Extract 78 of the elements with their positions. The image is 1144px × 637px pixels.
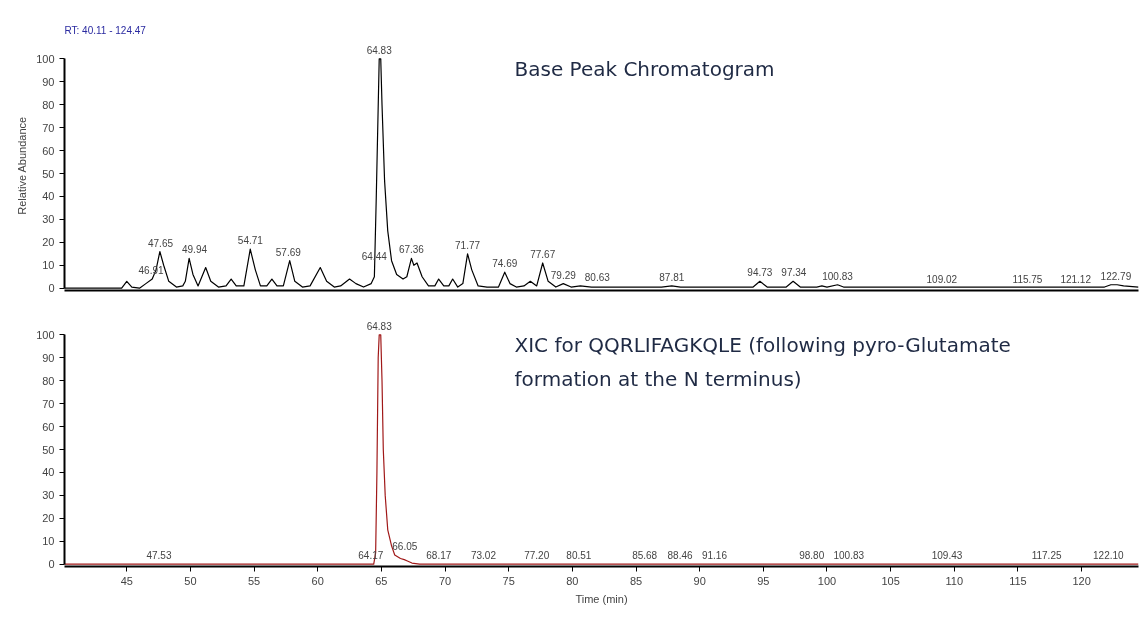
y-tick-label: 30	[42, 489, 55, 502]
y-tick-label: 80	[42, 374, 55, 387]
annotation: 74.69	[492, 258, 518, 270]
x-tick-label: 45	[120, 574, 133, 587]
y-tick-label: 90	[42, 351, 55, 364]
annotation: 66.05	[392, 541, 418, 553]
x-tick-label: 60	[311, 574, 324, 587]
annotation: 109.43	[931, 550, 963, 562]
annotation: 68.17	[426, 550, 452, 562]
x-tick-label: 105	[881, 574, 900, 587]
chart-subtitle: RT: 40.11 - 124.47	[64, 24, 147, 36]
y-tick-label: 10	[42, 535, 55, 548]
annotation: 47.53	[146, 550, 172, 562]
y-tick-label: 70	[42, 121, 55, 134]
x-tick-label: 120	[1072, 574, 1091, 587]
x-axis-title: Time (min)	[575, 592, 628, 605]
annotation: 80.63	[584, 271, 611, 283]
y-tick-label: 80	[42, 98, 55, 111]
annotation: 100.83	[822, 270, 854, 282]
annotation: 57.69	[275, 246, 302, 258]
y-tick-label: 0	[48, 282, 55, 295]
annotation: 49.94	[181, 244, 208, 256]
y-tick-label: 40	[42, 190, 55, 203]
annotation: 77.20	[524, 550, 550, 562]
x-tick-label: 65	[375, 574, 388, 587]
y-tick-label: 0	[48, 558, 55, 571]
y-axis-title: Relative Abundance	[16, 116, 29, 215]
annotation: 115.75	[1012, 274, 1043, 286]
annotation: 94.73	[747, 267, 773, 279]
y-tick-label: 100	[36, 328, 55, 341]
x-tick-label: 95	[757, 574, 770, 587]
annotation: 121.12	[1060, 274, 1092, 286]
y-tick-label: 60	[42, 144, 55, 157]
text: XIC for QQRLIFAGKQLE (following pyro-Glutamate formation at the N terminus)	[514, 332, 1011, 392]
y-tick-label: 50	[42, 443, 55, 456]
y-tick-label: 60	[42, 420, 55, 433]
x-tick-label: 85	[629, 574, 643, 587]
annotation: 47.65	[147, 237, 174, 249]
y-tick-label: 20	[42, 512, 55, 525]
annotation: 97.34	[781, 267, 807, 279]
y-tick-label: 100	[36, 52, 55, 65]
annotation: 77.67	[530, 248, 556, 260]
annotation: 85.68	[632, 550, 658, 562]
annotation: 64.83	[366, 44, 393, 56]
annotation: 109.02	[926, 274, 958, 286]
annotation: 87.81	[659, 271, 685, 283]
line-series	[64, 334, 1139, 565]
x-tick-label: 90	[693, 574, 706, 587]
annotation: 71.77	[455, 239, 481, 251]
y-tick-label: 30	[42, 213, 55, 226]
annotation: 67.36	[398, 244, 425, 256]
x-tick-label: 80	[566, 574, 579, 587]
y-tick-label: 10	[42, 259, 55, 272]
annotation: 64.83	[366, 320, 393, 332]
annotation: 54.71	[237, 235, 264, 247]
y-tick-label: 70	[42, 397, 55, 410]
x-tick-label: 115	[1009, 574, 1027, 587]
annotation: 73.02	[470, 550, 497, 562]
annotation: 88.46	[667, 550, 693, 562]
annotation: 80.51	[566, 550, 592, 562]
x-tick-label: 50	[184, 574, 197, 587]
y-tick-label: 90	[42, 75, 55, 88]
y-tick-label: 20	[42, 236, 55, 249]
annotation: 91.16	[701, 550, 728, 562]
y-tick-label: 50	[42, 167, 55, 180]
x-tick-label: 75	[502, 574, 515, 587]
y-tick-label: 40	[42, 466, 55, 479]
x-tick-label: 110	[945, 574, 964, 587]
annotation: 122.79	[1100, 270, 1132, 282]
chart-title: Base Peak Chromatogram	[514, 56, 775, 81]
x-tick-label: 70	[438, 574, 452, 587]
annotation: 122.10	[1093, 550, 1125, 562]
annotation: 117.25	[1031, 550, 1062, 562]
annotation: 79.29	[550, 269, 577, 281]
annotation: 98.80	[799, 550, 825, 562]
annotation: 100.83	[833, 550, 865, 562]
x-tick-label: 100	[817, 574, 837, 587]
x-tick-label: 55	[247, 574, 261, 587]
